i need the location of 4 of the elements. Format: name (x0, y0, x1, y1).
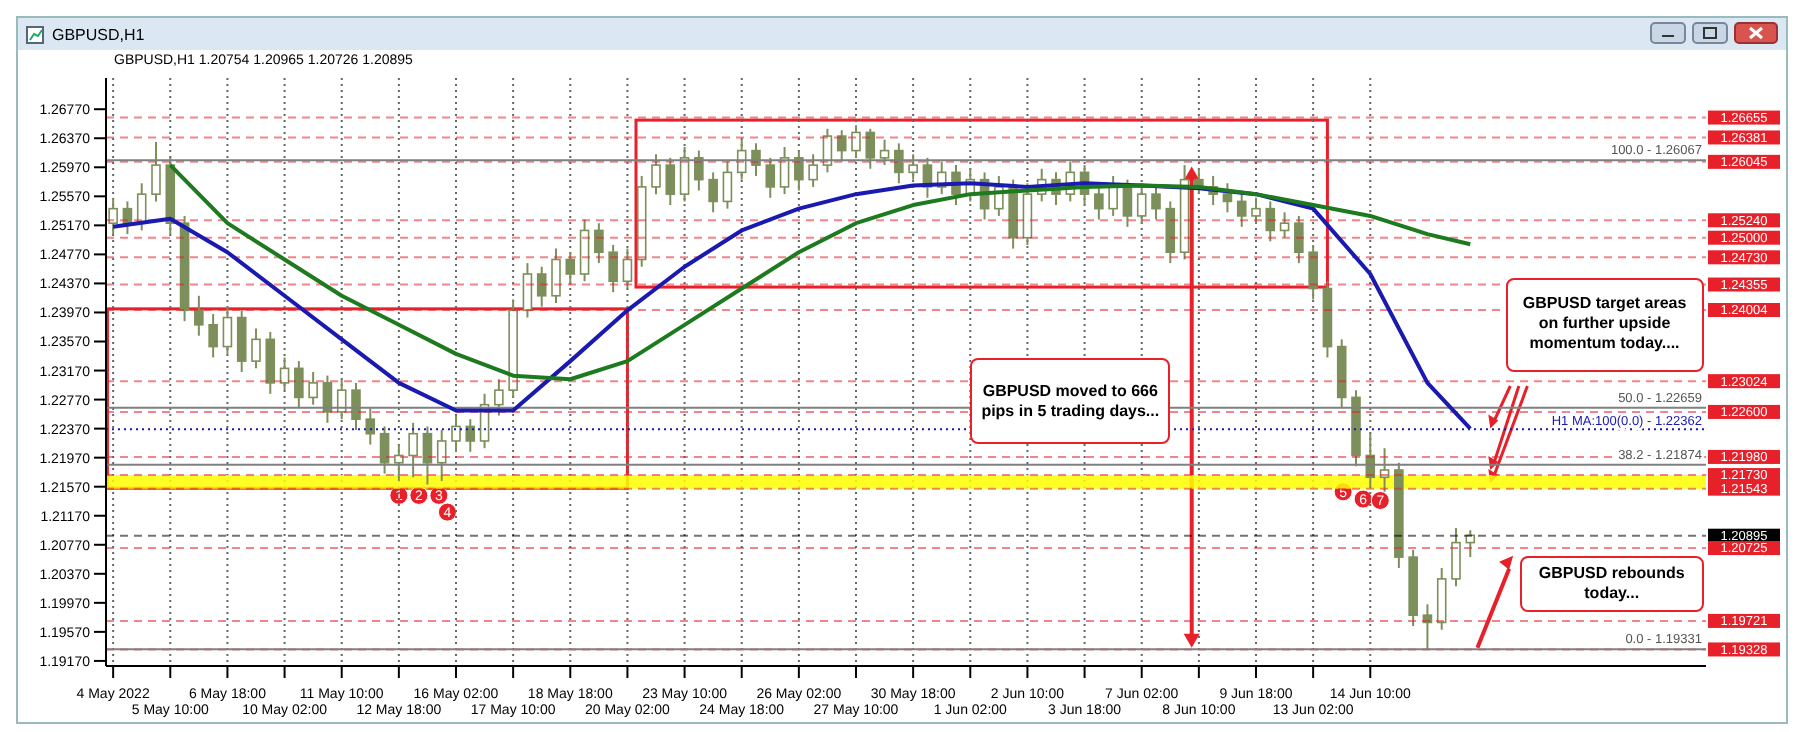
callout-box: GBPUSD rebounds today... (1520, 555, 1704, 612)
callout-box: GBPUSD target areas on further upside momentum today.... (1506, 277, 1704, 372)
chart-title: GBPUSD,H1 (52, 25, 145, 43)
callout-box: GBPUSD moved to 666 pips in 5 trading days... (970, 357, 1171, 445)
